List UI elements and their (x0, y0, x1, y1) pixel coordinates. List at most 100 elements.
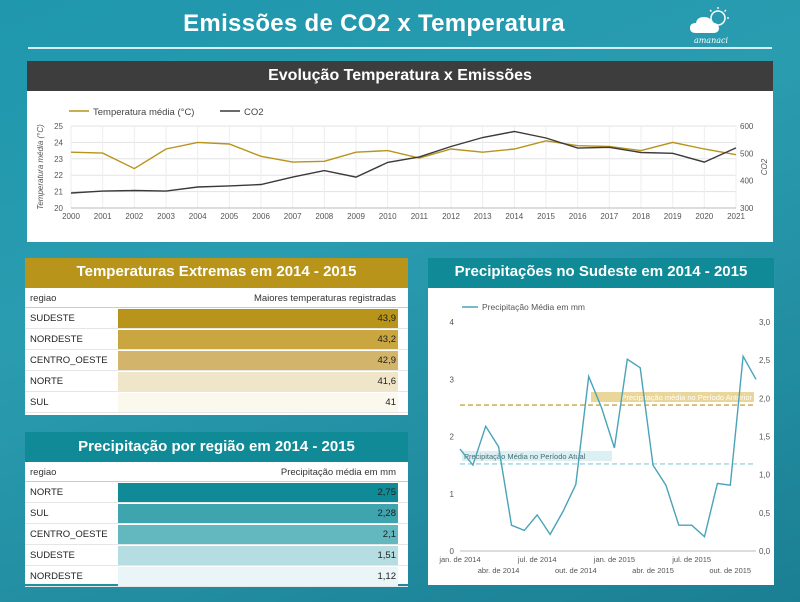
legend-label-co2: CO2 (244, 107, 264, 118)
region-name: SUL (30, 397, 49, 408)
temperature-table: regiao Maiores temperaturas registradas … (25, 288, 408, 413)
y-tick-label-right: 0,0 (759, 547, 771, 556)
y-tick-label-left: 2 (450, 433, 455, 442)
x-tick-label: jan. de 2014 (438, 555, 480, 564)
x-tick-label: out. de 2014 (555, 566, 597, 575)
table-header: regiao Precipitação média em mm (25, 462, 408, 482)
x-tick-label: 2011 (411, 212, 429, 221)
table-row: SUDESTE 43,9 (25, 308, 408, 329)
region-name: SUDESTE (30, 550, 75, 561)
region-name: NORTE (30, 487, 64, 498)
column-header-value: Maiores temperaturas registradas (253, 293, 396, 304)
region-value: 41 (118, 393, 398, 412)
region-name: NORDESTE (30, 571, 83, 582)
series-line-temperature (70, 140, 737, 170)
region-value: 43,2 (118, 330, 398, 349)
table-row: SUL 2,28 (25, 503, 408, 524)
reference-label-bg (591, 392, 754, 403)
x-tick-label: out. de 2015 (709, 566, 751, 575)
evolution-chart: Temperatura média (°C) CO2 Temperatura m… (36, 107, 769, 221)
precipitation-table: regiao Precipitação média em mm NORTE 2,7… (25, 462, 408, 587)
x-tick-label: abr. de 2014 (478, 566, 520, 575)
y-tick-label-right: 300 (740, 204, 754, 213)
x-tick-label: jan. de 2015 (593, 555, 635, 564)
y-tick-label-right: 3,0 (759, 318, 771, 327)
region-value: 2,28 (118, 504, 398, 523)
y-tick-label-right: 1,5 (759, 433, 771, 442)
y-tick-label-right: 2,5 (759, 356, 771, 365)
x-tick-label: 2015 (537, 212, 555, 221)
table-row: CENTRO_OESTE 2,1 (25, 524, 408, 545)
x-tick-label: 2008 (315, 212, 333, 221)
x-tick-label: 2006 (252, 212, 270, 221)
region-name: SUDESTE (30, 313, 75, 324)
title-divider (28, 47, 772, 49)
x-tick-label: 2009 (347, 212, 365, 221)
column-header-region: regiao (30, 467, 57, 478)
y-tick-label-left: 21 (54, 188, 63, 197)
header: Emissões de CO2 x Temperatura amanaci (0, 0, 800, 52)
x-tick-label: 2013 (474, 212, 492, 221)
y-tick-label-right: 600 (740, 122, 754, 131)
y-tick-label-left: 20 (54, 204, 63, 213)
series-line-precipitation (459, 354, 757, 539)
table-row: NORTE 2,75 (25, 482, 408, 503)
reference-label-bg (462, 450, 612, 461)
x-tick-label: 2003 (157, 212, 175, 221)
y-axis-label-left: Temperatura média (°C) (36, 124, 45, 210)
chart-grid (70, 125, 737, 209)
region-value: 1,12 (118, 567, 398, 586)
legend-label-temperature: Temperatura média (°C) (93, 107, 194, 118)
region-value: 43,9 (118, 309, 398, 328)
chart-series (70, 130, 737, 194)
region-value: 2,1 (118, 525, 398, 544)
region-value: 1,51 (118, 546, 398, 565)
precipitation-region-title: Precipitação por região em 2014 - 2015 (25, 432, 408, 462)
legend-label-precipitation: Precipitação Média em mm (482, 302, 585, 312)
y-tick-label-right: 2,0 (759, 394, 771, 403)
chart-legend: Temperatura média (°C) CO2 (69, 107, 264, 118)
x-tick-label: 2017 (600, 212, 618, 221)
cloud-sun-icon (690, 7, 729, 33)
y-tick-label-left: 22 (54, 171, 63, 180)
chart-legend: Precipitação Média em mm (462, 302, 585, 312)
y-tick-label-left: 24 (54, 138, 63, 147)
table-header: regiao Maiores temperaturas registradas (25, 288, 408, 308)
x-tick-label: 2004 (189, 212, 207, 221)
table-row: NORDESTE 1,12 (25, 566, 408, 587)
x-tick-label: 2007 (284, 212, 302, 221)
y-tick-label-left: 23 (54, 155, 63, 164)
column-header-value: Precipitação média em mm (280, 467, 396, 478)
x-tick-label: 2000 (62, 212, 80, 221)
temperature-extremes-title: Temperaturas Extremas em 2014 - 2015 (25, 258, 408, 288)
y-tick-label-right: 1,0 (759, 471, 771, 480)
sudeste-precipitation-chart: Precipitação Média em mm 0 1 2 3 4 0,0 0,5 1,0 1… (438, 302, 770, 575)
logo: amanaci (684, 6, 738, 46)
x-tick-label: jul. de 2015 (671, 555, 711, 564)
series-line-co2 (70, 130, 737, 194)
page-title: Emissões de CO2 x Temperatura (183, 10, 565, 37)
evolution-chart-panel: Evolução Temperatura x Emissões Temperat… (27, 61, 773, 242)
table-row: CENTRO_OESTE 42,9 (25, 350, 408, 371)
y-tick-label-left: 3 (450, 375, 455, 384)
precipitation-region-panel: Precipitação por região em 2014 - 2015 r… (25, 432, 408, 587)
y-tick-label-left: 25 (54, 122, 63, 131)
region-name: SUL (30, 508, 49, 519)
axis-ticks: 0 1 2 3 4 0,0 0,5 1,0 1,5 2,0 2,5 3,0 jan. de 2014 ju… (438, 318, 770, 575)
y-tick-label-right: 400 (740, 177, 754, 186)
y-tick-label-right: 500 (740, 149, 754, 158)
table-row: NORDESTE 43,2 (25, 329, 408, 350)
table-row: SUL 41 (25, 392, 408, 413)
x-tick-label: jul. de 2014 (517, 555, 557, 564)
x-tick-label: 2016 (569, 212, 587, 221)
x-tick-label: 2020 (695, 212, 713, 221)
sudeste-precipitation-title: Precipitações no Sudeste em 2014 - 2015 (428, 258, 774, 288)
x-tick-label: 2001 (94, 212, 112, 221)
region-value: 2,75 (118, 483, 398, 502)
chart-series (459, 354, 757, 539)
reference-lines: Precipitação média no Período Anterior Pr… (460, 392, 756, 465)
reference-line-label: Precipitação média no Período Anterior (622, 393, 753, 402)
x-tick-label: 2021 (727, 212, 745, 221)
temperature-extremes-panel: Temperaturas Extremas em 2014 - 2015 reg… (25, 258, 408, 415)
